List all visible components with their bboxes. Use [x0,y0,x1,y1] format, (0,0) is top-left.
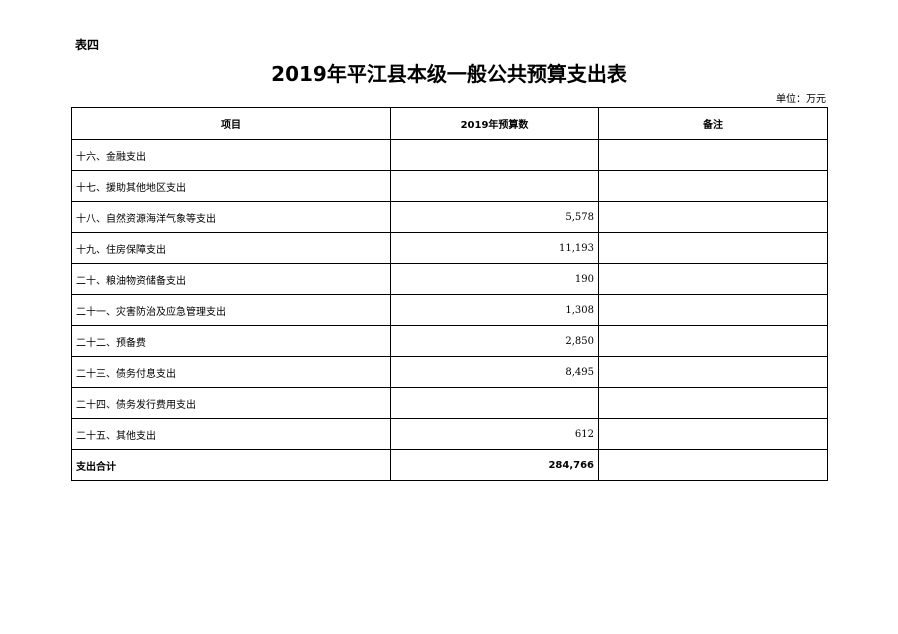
note-cell [598,356,828,388]
amount-cell: 190 [390,263,599,295]
budget-table: 项目 2019年预算数 备注 十六、金融支出 十七、援助其他地区支出 十八、自然资源… [71,107,828,481]
amount-cell: 1,308 [390,294,599,326]
table-row: 十八、自然资源海洋气象等支出 5,578 [71,201,828,233]
table-row: 二十五、其他支出 612 [71,418,828,450]
header-row: 项目 2019年预算数 备注 [71,107,828,140]
item-cell: 二十五、其他支出 [71,418,391,450]
table-row: 十九、住房保障支出 11,193 [71,232,828,264]
item-cell: 十九、住房保障支出 [71,232,391,264]
page-title: 2019年平江县本级一般公共预算支出表 [271,62,627,86]
item-cell: 二十四、债务发行费用支出 [71,387,391,419]
table-row: 二十四、债务发行费用支出 [71,387,828,419]
total-row: 支出合计 284,766 [71,449,828,481]
note-cell [598,170,828,202]
column-header-amount: 2019年预算数 [390,107,599,140]
amount-cell: 8,495 [390,356,599,388]
item-cell: 十六、金融支出 [71,139,391,171]
column-header-item: 项目 [71,107,391,140]
item-cell: 十七、援助其他地区支出 [71,170,391,202]
column-header-note: 备注 [598,107,828,140]
table-row: 二十二、预备费 2,850 [71,325,828,357]
note-cell [598,418,828,450]
amount-cell: 284,766 [390,449,599,481]
item-cell: 十八、自然资源海洋气象等支出 [71,201,391,233]
note-cell [598,139,828,171]
note-cell [598,449,828,481]
note-cell [598,387,828,419]
amount-cell: 11,193 [390,232,599,264]
amount-cell [390,139,599,171]
table-row: 二十、粮油物资储备支出 190 [71,263,828,295]
amount-cell: 2,850 [390,325,599,357]
note-cell [598,201,828,233]
item-cell: 二十、粮油物资储备支出 [71,263,391,295]
note-cell [598,325,828,357]
unit-label: 单位：万元 [776,94,826,105]
table-row: 二十三、债务付息支出 8,495 [71,356,828,388]
amount-cell: 612 [390,418,599,450]
item-cell: 二十二、预备费 [71,325,391,357]
note-cell [598,294,828,326]
item-cell: 支出合计 [71,449,391,481]
amount-cell [390,170,599,202]
table-label: 表四 [75,38,100,52]
table-row: 十六、金融支出 [71,139,828,171]
amount-cell: 5,578 [390,201,599,233]
note-cell [598,263,828,295]
table-row: 二十一、灾害防治及应急管理支出 1,308 [71,294,828,326]
item-cell: 二十一、灾害防治及应急管理支出 [71,294,391,326]
amount-cell [390,387,599,419]
note-cell [598,232,828,264]
item-cell: 二十三、债务付息支出 [71,356,391,388]
table-row: 十七、援助其他地区支出 [71,170,828,202]
